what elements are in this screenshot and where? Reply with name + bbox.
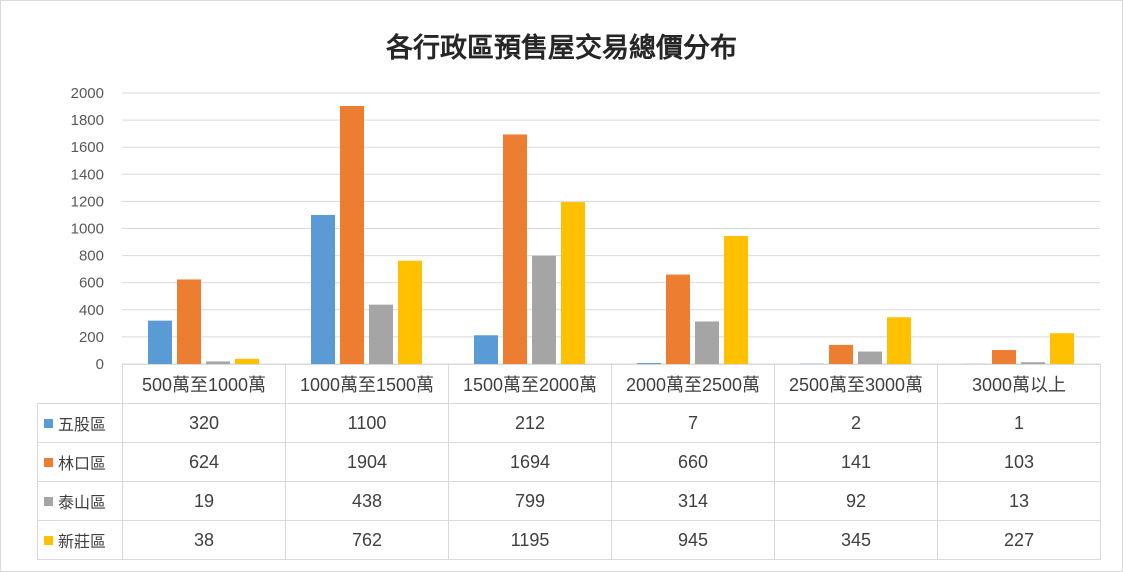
- data-label: 1: [937, 403, 1101, 443]
- bar: [177, 279, 201, 364]
- bar: [887, 317, 911, 364]
- y-tick-label: 600: [79, 275, 104, 292]
- data-label: 7: [611, 403, 775, 443]
- legend-label: 林口區: [58, 454, 107, 473]
- y-tick-label: 1400: [71, 166, 104, 183]
- legend-label: 新莊區: [58, 532, 107, 551]
- y-tick-label: 1200: [71, 193, 104, 210]
- data-label: 38: [122, 520, 286, 560]
- data-label: 19: [122, 481, 286, 521]
- y-tick-label: 400: [79, 302, 104, 319]
- bar: [235, 358, 259, 364]
- bar: [311, 214, 335, 364]
- legend-entry: 五股區: [37, 403, 123, 443]
- table-row: 泰山區 19 438 799 314 92 13: [37, 481, 1101, 521]
- x-tick-label: 2000萬至2500萬: [611, 364, 775, 404]
- data-label: 1694: [448, 442, 612, 482]
- table-row: 新莊區 38 762 1195 945 345 227: [37, 520, 1101, 560]
- legend-entry: 泰山區: [37, 481, 123, 521]
- legend-swatch: [44, 536, 53, 545]
- y-tick-label: 1800: [71, 112, 104, 129]
- bar: [369, 304, 393, 364]
- x-tick-label: 3000萬以上: [937, 364, 1101, 404]
- data-label: 345: [774, 520, 938, 560]
- data-label: 799: [448, 481, 612, 521]
- bar: [1021, 362, 1045, 364]
- y-tick-label: 1000: [71, 221, 104, 238]
- bar: [992, 350, 1016, 364]
- legend-entry: 新莊區: [37, 520, 123, 560]
- bar: [1050, 333, 1074, 364]
- data-label: 438: [285, 481, 449, 521]
- y-tick-label: 800: [79, 248, 104, 265]
- data-label: 13: [937, 481, 1101, 521]
- bar: [561, 202, 585, 364]
- data-label: 1100: [285, 403, 449, 443]
- x-tick-label: 1000萬至1500萬: [285, 364, 449, 404]
- data-table: 500萬至1000萬 1000萬至1500萬 1500萬至2000萬 2000萬至25…: [37, 364, 1101, 560]
- legend-label: 五股區: [58, 415, 107, 434]
- y-tick-label: 1600: [71, 139, 104, 156]
- bar: [206, 361, 230, 364]
- bar: [637, 363, 661, 364]
- data-label: 2: [774, 403, 938, 443]
- bar: [340, 106, 364, 365]
- bar: [666, 274, 690, 364]
- y-tick-label: 200: [79, 329, 104, 346]
- bar: [532, 255, 556, 364]
- data-label: 624: [122, 442, 286, 482]
- x-tick-label: 1500萬至2000萬: [448, 364, 612, 404]
- legend-swatch: [44, 497, 53, 506]
- data-label: 92: [774, 481, 938, 521]
- legend-swatch: [44, 458, 53, 467]
- y-tick-label: 2000: [71, 85, 104, 102]
- bar: [829, 344, 853, 364]
- table-header-row: 500萬至1000萬 1000萬至1500萬 1500萬至2000萬 2000萬至25…: [37, 364, 1101, 404]
- bar: [503, 134, 527, 364]
- data-label: 227: [937, 520, 1101, 560]
- legend-label: 泰山區: [58, 493, 107, 512]
- bar: [474, 335, 498, 364]
- data-label: 762: [285, 520, 449, 560]
- bar: [148, 320, 172, 364]
- data-label: 945: [611, 520, 775, 560]
- data-label: 314: [611, 481, 775, 521]
- data-label: 1904: [285, 442, 449, 482]
- bar: [398, 260, 422, 364]
- bar: [858, 351, 882, 364]
- table-row: 林口區 624 1904 1694 660 141 103: [37, 442, 1101, 482]
- chart-title: 各行政區預售屋交易總價分布: [386, 33, 737, 64]
- data-label: 660: [611, 442, 775, 482]
- data-label: 103: [937, 442, 1101, 482]
- legend-entry: 林口區: [37, 442, 123, 482]
- data-label: 320: [122, 403, 286, 443]
- data-label: 1195: [448, 520, 612, 560]
- legend-swatch: [44, 419, 53, 428]
- x-tick-label: 500萬至1000萬: [122, 364, 286, 404]
- x-tick-label: 2500萬至3000萬: [774, 364, 938, 404]
- table-row: 五股區 320 1100 212 7 2 1: [37, 403, 1101, 443]
- table-corner: [37, 364, 123, 404]
- data-label: 212: [448, 403, 612, 443]
- bar: [724, 235, 748, 364]
- data-label: 141: [774, 442, 938, 482]
- bar: [695, 321, 719, 364]
